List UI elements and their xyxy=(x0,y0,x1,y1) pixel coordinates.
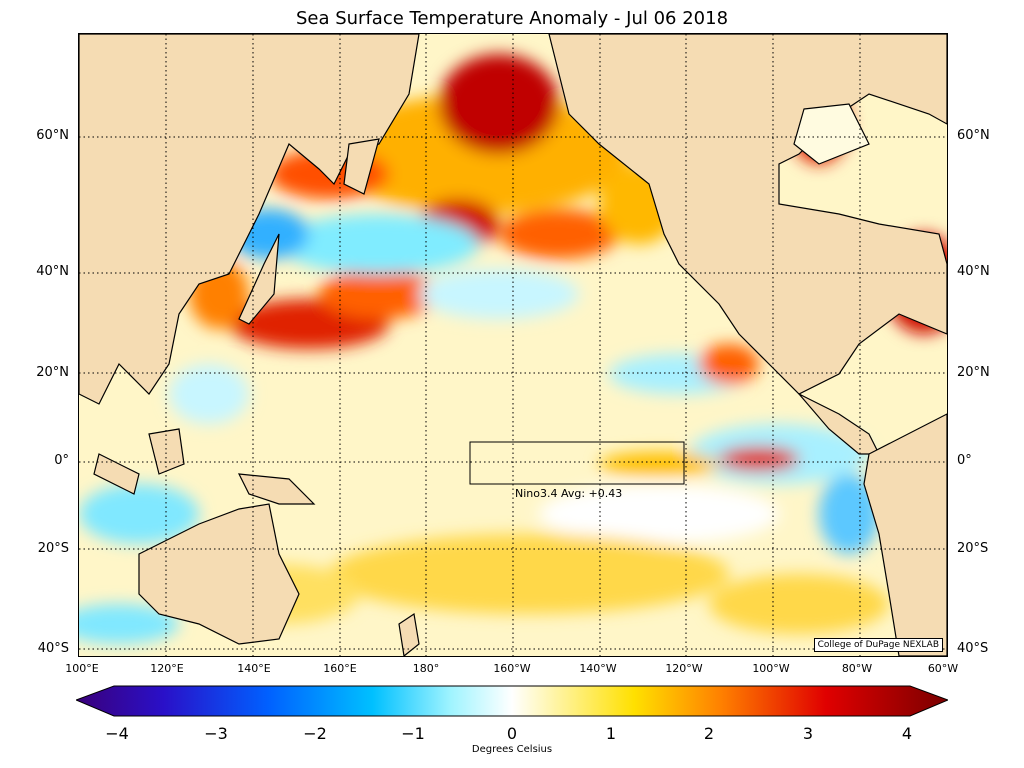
lon-label: 160°E xyxy=(323,662,357,675)
lat-label-right: 20°S xyxy=(957,541,989,556)
sst-anomaly-map: Nino3.4 Avg: +0.43 College of DuPage NEX… xyxy=(78,33,948,657)
lat-label-right: 40°S xyxy=(957,641,989,656)
lat-label-left: 40°N xyxy=(36,264,69,279)
lon-label: 180° xyxy=(412,662,440,675)
colorbar-tick: 1 xyxy=(605,724,617,743)
lon-label: 100°W xyxy=(752,662,790,675)
graticule xyxy=(79,34,947,656)
colorbar-tick: −2 xyxy=(303,724,327,743)
lat-label-left: 40°S xyxy=(37,641,69,656)
credit-label: College of DuPage NEXLAB xyxy=(813,638,943,652)
nino34-label: Nino3.4 Avg: +0.43 xyxy=(515,487,623,500)
lat-label-left: 0° xyxy=(54,453,69,468)
colorbar-tick: −3 xyxy=(204,724,228,743)
lon-label: 140°E xyxy=(237,662,271,675)
map-title: Sea Surface Temperature Anomaly - Jul 06… xyxy=(295,8,729,29)
colorbar-tick: 0 xyxy=(506,724,518,743)
nino34-box xyxy=(469,441,685,485)
lat-label-left: 60°N xyxy=(36,128,69,143)
lon-label: 120°E xyxy=(150,662,184,675)
lat-label-left: 20°S xyxy=(37,541,69,556)
colorbar-tick: 2 xyxy=(703,724,715,743)
lon-label: 80°W xyxy=(841,662,873,675)
colorbar-tick: −1 xyxy=(401,724,425,743)
lat-label-right: 20°N xyxy=(957,365,990,380)
lat-label-right: 0° xyxy=(957,453,972,468)
lat-label-right: 60°N xyxy=(957,128,990,143)
lon-label: 140°W xyxy=(579,662,617,675)
lon-label: 160°W xyxy=(493,662,531,675)
land-masses xyxy=(79,34,947,656)
colorbar-label: Degrees Celsius xyxy=(471,744,553,755)
colorbar-tick: 3 xyxy=(802,724,814,743)
lon-label: 60°W xyxy=(927,662,959,675)
lat-label-right: 40°N xyxy=(957,264,990,279)
colorbar-tick: −4 xyxy=(105,724,129,743)
lon-label: 120°W xyxy=(665,662,703,675)
colorbar-tick: 4 xyxy=(901,724,913,743)
lat-label-left: 20°N xyxy=(36,365,69,380)
colorbar xyxy=(76,685,948,717)
lon-label: 100°E xyxy=(65,662,99,675)
map-canvas xyxy=(79,34,947,656)
colorbar-gradient xyxy=(76,685,948,717)
